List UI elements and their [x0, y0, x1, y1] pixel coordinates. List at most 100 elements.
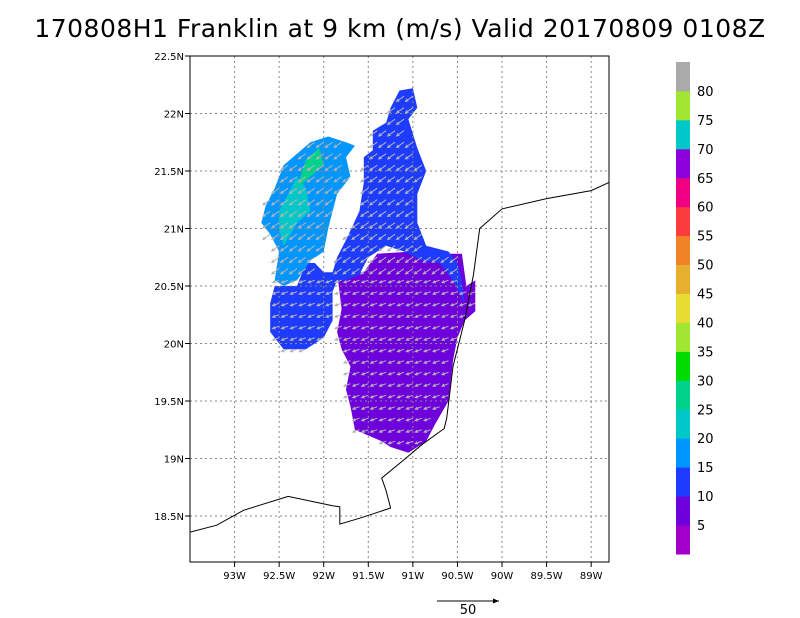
wind-vector-head	[431, 326, 437, 330]
wind-vector-head	[395, 144, 400, 149]
wind-vector-head	[395, 167, 400, 172]
wind-vector-head	[396, 291, 401, 295]
wind-vector	[351, 233, 360, 240]
wind-vector-head	[431, 280, 437, 284]
wind-vector-head	[351, 372, 356, 376]
wind-vector	[387, 153, 396, 160]
wind-vector-head	[387, 337, 392, 341]
wind-vector-head	[405, 326, 410, 330]
wind-vector	[396, 268, 405, 275]
wind-vector-head	[404, 167, 409, 172]
wind-vector-head	[307, 337, 312, 341]
wind-vector	[441, 360, 449, 364]
wind-vector-head	[279, 213, 284, 218]
wind-vector	[441, 291, 449, 295]
wind-vector	[316, 187, 324, 194]
wind-vector	[298, 210, 307, 217]
wind-vector-head	[377, 225, 382, 229]
wind-vector-head	[342, 179, 347, 183]
wind-vector	[449, 268, 458, 275]
wind-vector	[431, 256, 440, 263]
wind-vector-head	[288, 179, 293, 183]
wind-vector	[369, 176, 378, 183]
wind-vector	[360, 222, 369, 229]
wind-vector-head	[458, 303, 463, 307]
wind-vector-head	[396, 372, 401, 376]
wind-vector-head	[423, 349, 428, 353]
wind-vector-head	[324, 202, 329, 206]
wind-vector-head	[288, 213, 293, 218]
wind-vector-head	[440, 349, 445, 353]
wind-vector-head	[298, 326, 303, 330]
wind-vector	[316, 176, 324, 183]
wind-vector-head	[261, 213, 266, 218]
colorbar-swatch	[676, 525, 690, 555]
wind-vector-head	[431, 314, 437, 318]
wind-vector-head	[289, 280, 294, 284]
wind-vector	[369, 268, 378, 275]
wind-vector-head	[386, 110, 391, 114]
wind-vector	[351, 245, 360, 252]
wind-vector	[405, 141, 414, 148]
wind-vector-head	[342, 395, 347, 399]
wind-vector-head	[351, 291, 356, 295]
wind-vector-head	[404, 190, 409, 195]
wind-vector	[387, 164, 396, 171]
wind-vector	[289, 199, 298, 206]
wind-vector-head	[289, 326, 294, 330]
wind-vector-head	[378, 314, 383, 318]
wind-vector-head	[395, 259, 400, 264]
wind-vector	[387, 233, 396, 240]
colorbar-swatch	[676, 467, 690, 497]
wind-vector-head	[404, 248, 409, 252]
wind-vector	[396, 176, 405, 183]
wind-vector	[396, 199, 405, 206]
wind-vector-head	[431, 349, 437, 353]
wind-vector-head	[378, 383, 383, 387]
wind-vector-head	[378, 441, 383, 445]
wind-vector-head	[423, 291, 428, 295]
wind-vector-head	[359, 259, 364, 264]
wind-vector	[369, 141, 378, 148]
wind-vector-head	[386, 248, 391, 252]
wind-vector-head	[359, 202, 364, 206]
colorbar-label: 70	[697, 143, 714, 158]
wind-vector-head	[279, 167, 284, 172]
wind-vector-head	[377, 190, 382, 195]
wind-vector-head	[360, 418, 365, 422]
x-tick-label: 91W	[402, 571, 425, 582]
colorbar-label: 20	[697, 432, 714, 447]
wind-vector	[351, 268, 360, 275]
wind-vector-head	[315, 202, 320, 206]
wind-vector-head	[423, 383, 428, 387]
wind-vector	[441, 279, 449, 284]
colorbar-swatch	[676, 264, 690, 294]
wind-vector-head	[386, 236, 391, 241]
colorbar-label: 50	[697, 259, 714, 274]
wind-vector-head	[315, 156, 320, 160]
wind-vector	[342, 245, 351, 252]
wind-vector-head	[306, 156, 311, 160]
wind-vector-head	[405, 360, 410, 364]
wind-vector	[405, 176, 414, 183]
wind-region-5-10	[337, 251, 476, 453]
wind-vector-head	[297, 236, 302, 241]
wind-vector-head	[270, 236, 275, 241]
wind-vector	[405, 233, 414, 240]
wind-vector-head	[289, 291, 294, 295]
colorbar-label: 25	[697, 403, 714, 418]
wind-vector-head	[316, 337, 321, 341]
wind-vector-head	[279, 259, 284, 264]
wind-vector-head	[404, 110, 409, 114]
wind-vector-head	[297, 179, 302, 183]
wind-vector	[405, 187, 414, 194]
wind-vector-head	[333, 190, 338, 195]
wind-vector-head	[333, 326, 339, 330]
wind-vector	[440, 268, 449, 275]
reference-vector-label: 50	[460, 603, 477, 618]
x-tick-label: 92W	[312, 571, 335, 582]
wind-vector-head	[351, 248, 356, 252]
wind-vector-head	[387, 418, 392, 422]
wind-vector-head	[324, 179, 329, 183]
wind-vector-head	[422, 271, 427, 275]
